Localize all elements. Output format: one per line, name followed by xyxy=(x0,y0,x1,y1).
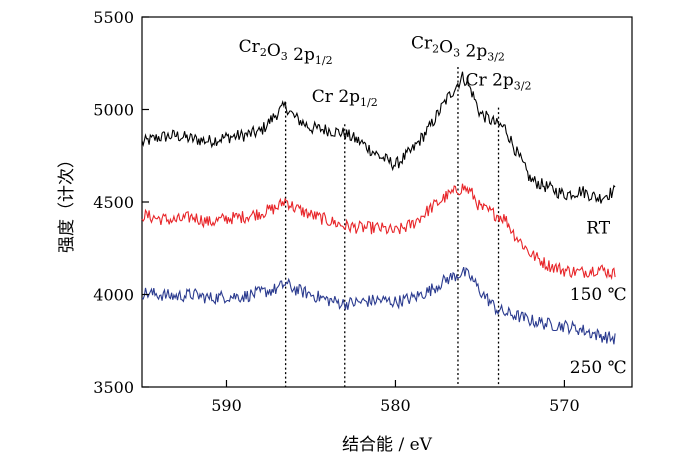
y-tick-label-1: 4000 xyxy=(93,286,134,305)
series-layer xyxy=(141,71,616,345)
series-label-1: 150 ℃ xyxy=(570,285,627,305)
y-tick-label-3: 5000 xyxy=(93,101,134,120)
series-label-2: 250 ℃ xyxy=(570,358,627,378)
x-tick-label-0: 590 xyxy=(211,396,242,415)
plot-frame xyxy=(141,16,633,388)
x-tick-label-1: 580 xyxy=(380,396,411,415)
peak-annotation-0: Cr2O3 2p1/2 xyxy=(239,37,333,67)
y-tick-label-2: 4500 xyxy=(93,193,134,212)
x-axis-title: 结合能 / eV xyxy=(342,435,433,455)
y-tick-label-0: 3500 xyxy=(93,378,134,397)
series-label-0: RT xyxy=(586,218,611,238)
y-axis-title: 强度（计次） xyxy=(57,151,77,253)
x-tick-label-2: 570 xyxy=(549,396,580,415)
peak-annotation-1: Cr 2p1/2 xyxy=(312,87,378,109)
peak-annotation-2: Cr2O3 2p3/2 xyxy=(411,33,505,63)
series-line-2 xyxy=(141,266,616,345)
y-tick-label-4: 5500 xyxy=(93,8,134,27)
reference-lines xyxy=(284,66,500,387)
series-labels: RT 150 ℃ 250 ℃ xyxy=(570,218,627,378)
peak-annotation-3: Cr 2p3/2 xyxy=(466,70,532,92)
series-line-1 xyxy=(141,183,616,281)
ticks-layer: 590 580 570 3500 4000 4500 5000 5500 xyxy=(93,8,579,415)
peak-annotations: Cr2O3 2p1/2 Cr 2p1/2 Cr2O3 2p3/2 Cr 2p3/2 xyxy=(239,33,532,109)
series-line-0 xyxy=(141,71,616,204)
